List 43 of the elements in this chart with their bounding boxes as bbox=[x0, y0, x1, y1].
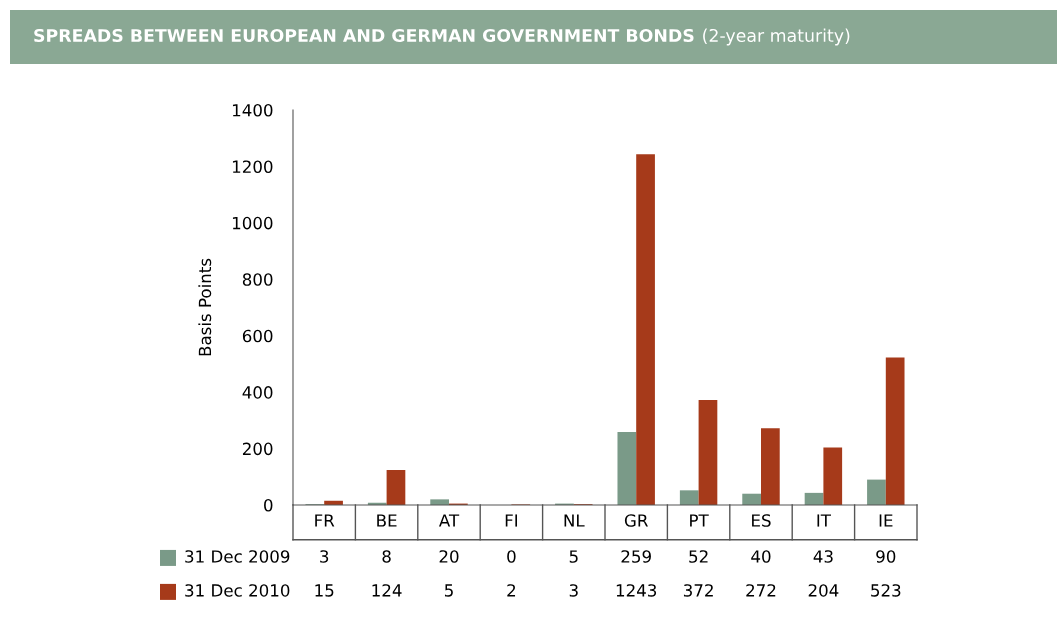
data-label: 2 bbox=[507, 584, 516, 597]
x-tick-label: IT bbox=[817, 514, 831, 527]
x-tick-label: FI bbox=[505, 514, 518, 527]
chart-subtitle: (2-year maturity) bbox=[703, 28, 850, 46]
data-label: 0 bbox=[507, 550, 516, 563]
y-tick-label: 200 bbox=[242, 442, 273, 456]
x-tick-label: AT bbox=[438, 514, 460, 527]
y-axis-title: Basis Points bbox=[198, 258, 212, 356]
data-label: 3 bbox=[320, 550, 329, 563]
data-label: 15 bbox=[315, 584, 334, 597]
y-tick-label: 1400 bbox=[232, 103, 273, 117]
x-tick-label: ES bbox=[752, 514, 771, 527]
data-label: 8 bbox=[382, 550, 391, 563]
data-label: 5 bbox=[444, 584, 453, 597]
data-label: 40 bbox=[751, 550, 771, 563]
data-label: 52 bbox=[689, 550, 708, 563]
y-tick-label: 400 bbox=[242, 386, 273, 399]
x-tick-label: BE bbox=[377, 514, 397, 527]
x-tick-label: IE bbox=[879, 514, 893, 527]
x-tick-label: GR bbox=[624, 514, 648, 527]
data-label: 259 bbox=[621, 550, 651, 563]
data-label: 5 bbox=[569, 550, 578, 563]
y-tick-label: 800 bbox=[242, 273, 273, 286]
x-tick-label: PT bbox=[690, 514, 709, 527]
legend-label: 31 Dec 2009 bbox=[185, 550, 290, 563]
data-label: 90 bbox=[876, 550, 896, 563]
data-label: 3 bbox=[569, 584, 578, 597]
x-tick-label: NL bbox=[564, 514, 585, 527]
data-label: 1243 bbox=[616, 584, 657, 597]
data-label: 272 bbox=[746, 584, 776, 597]
data-label: 124 bbox=[372, 584, 402, 597]
legend-label: 31 Dec 2010 bbox=[185, 584, 290, 597]
y-tick-label: 1000 bbox=[232, 216, 273, 230]
data-label: 20 bbox=[439, 550, 459, 563]
y-tick-label: 600 bbox=[242, 329, 273, 343]
data-label: 372 bbox=[683, 584, 713, 597]
data-label: 523 bbox=[871, 584, 901, 597]
data-label: 43 bbox=[813, 550, 833, 563]
x-tick-label: FR bbox=[315, 514, 335, 527]
y-tick-label: 1200 bbox=[232, 160, 273, 173]
chart-title: SPREADS BETWEEN EUROPEAN AND GERMAN GOVERNMENT BONDS bbox=[34, 28, 694, 43]
y-tick-label: 0 bbox=[264, 498, 273, 512]
data-label: 204 bbox=[808, 584, 839, 597]
